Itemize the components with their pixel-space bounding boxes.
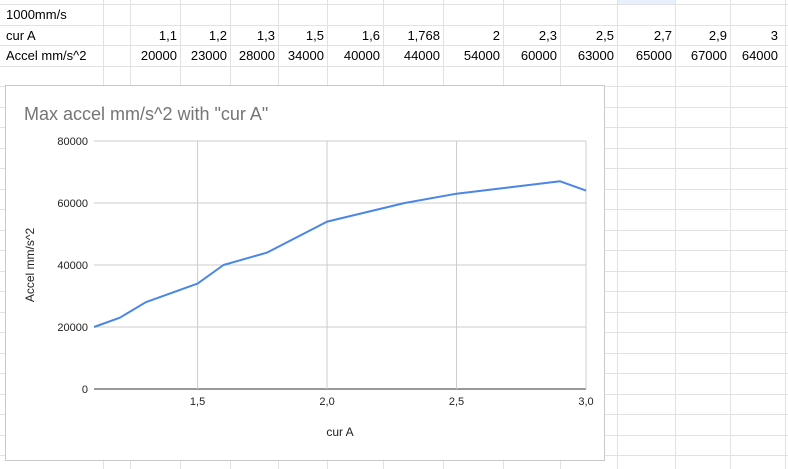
cell-accel-4[interactable]: 34000 (287, 48, 324, 63)
cell-accel-10[interactable]: 65000 (635, 48, 672, 63)
x-tick-label: 3,0 (578, 396, 593, 408)
cell-cur-a-8[interactable]: 2,3 (538, 28, 557, 43)
y-tick-label: 20000 (57, 322, 88, 334)
cell-cur-a-2[interactable]: 1,2 (208, 28, 227, 43)
cell-accel-11[interactable]: 67000 (690, 48, 727, 63)
cell-cur-a-11[interactable]: 2,9 (708, 28, 727, 43)
cell-cur-a-12[interactable]: 3 (770, 28, 778, 43)
series-line (93, 180, 587, 328)
cell-accel-9[interactable]: 63000 (577, 48, 614, 63)
cell-cur-a-10[interactable]: 2,7 (653, 28, 672, 43)
x-axis-title: cur A (326, 425, 353, 439)
cell-accel-5[interactable]: 40000 (343, 48, 380, 63)
y-tick-label: 40000 (57, 260, 88, 272)
row-label-accel[interactable]: Accel mm/s^2 (6, 48, 87, 63)
cell-cur-a-1[interactable]: 1,1 (158, 28, 177, 43)
y-axis-title: Accel mm/s^2 (23, 228, 37, 303)
cell-accel-2[interactable]: 23000 (190, 48, 227, 63)
x-tick-label: 2,5 (449, 396, 464, 408)
y-tick-label: 60000 (57, 198, 88, 210)
cell-cur-a-6[interactable]: 1,768 (407, 28, 440, 43)
y-tick-label: 0 (82, 384, 88, 396)
chart-title: Max accel mm/s^2 with "cur A" (24, 104, 268, 124)
y-tick-label: 80000 (57, 136, 88, 148)
selected-column-highlight (617, 0, 675, 4)
cell-cur-a-5[interactable]: 1,6 (361, 28, 380, 43)
line-chart[interactable]: Max accel mm/s^2 with "cur A" 0 20000 40000… (5, 85, 605, 461)
cell-accel-8[interactable]: 60000 (520, 48, 557, 63)
chart-canvas: Max accel mm/s^2 with "cur A" 0 20000 40000… (23, 104, 594, 439)
cell-accel-3[interactable]: 28000 (238, 48, 275, 63)
cell-accel-7[interactable]: 54000 (463, 48, 500, 63)
cell-cur-a-9[interactable]: 2,5 (595, 28, 614, 43)
row-label-cur-a[interactable]: cur A (6, 28, 36, 43)
x-tick-label: 2,0 (319, 396, 334, 408)
cell-cur-a-3[interactable]: 1,3 (256, 28, 275, 43)
cell-accel-12[interactable]: 64000 (741, 48, 778, 63)
x-tick-label: 1,5 (190, 396, 205, 408)
cell-accel-1[interactable]: 20000 (140, 48, 177, 63)
cell-a1[interactable]: 1000mm/s (6, 7, 67, 22)
cell-cur-a-7[interactable]: 2 (492, 28, 500, 43)
cell-cur-a-4[interactable]: 1,5 (305, 28, 324, 43)
cell-accel-6[interactable]: 44000 (403, 48, 440, 63)
